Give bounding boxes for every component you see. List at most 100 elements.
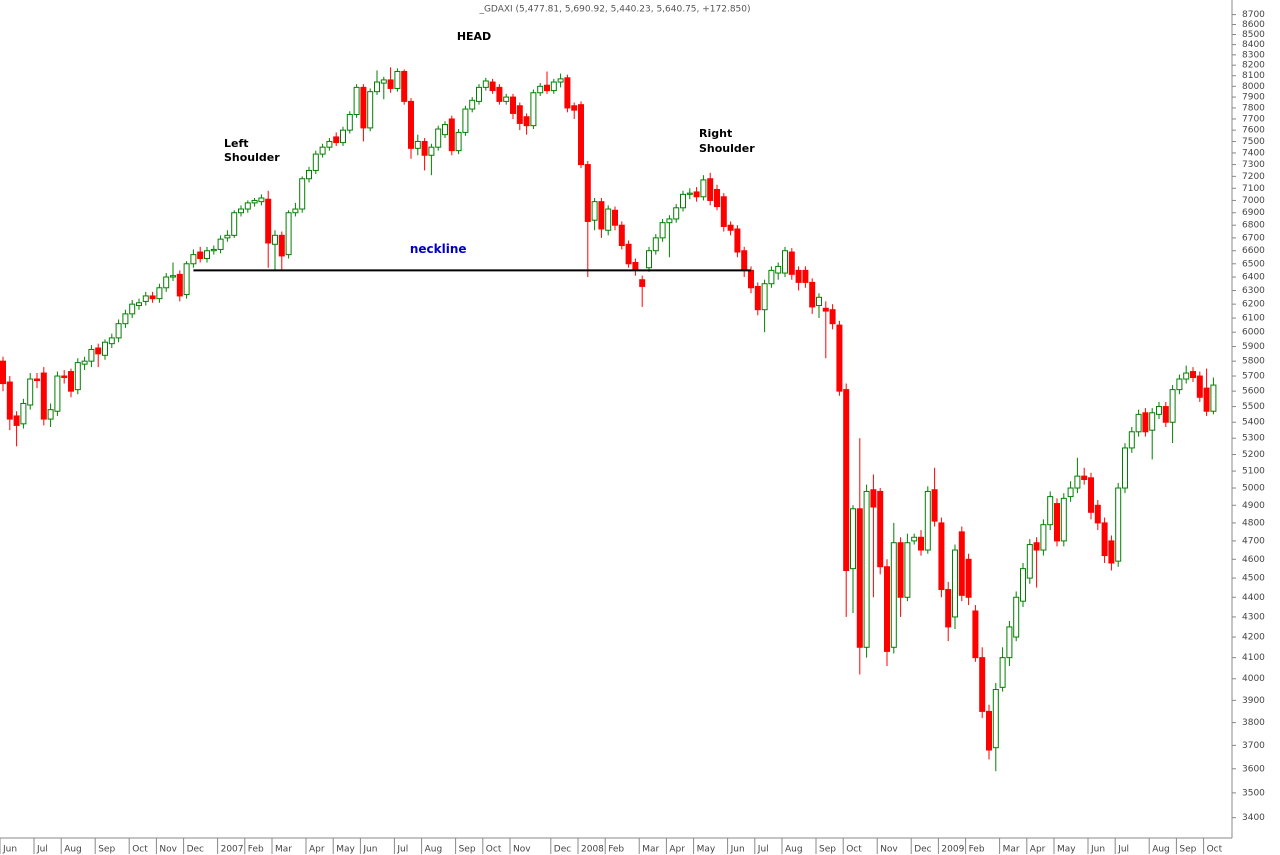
- y-tick-label: 8600: [1242, 20, 1265, 30]
- candle-body: [333, 136, 340, 144]
- candle-body: [6, 381, 13, 420]
- x-tick-label: Dec: [914, 845, 931, 855]
- x-tick-label: Oct: [132, 845, 148, 855]
- candle-body: [115, 323, 122, 339]
- candle-body: [659, 222, 666, 239]
- candle-body: [523, 116, 530, 127]
- candle-body: [1006, 626, 1013, 659]
- candle-body: [95, 347, 102, 355]
- candle-body: [231, 212, 238, 236]
- y-tick-label: 6100: [1242, 314, 1265, 324]
- candle-body: [156, 287, 163, 300]
- candle-body: [326, 140, 333, 148]
- candle-body: [802, 269, 809, 283]
- candle-body: [122, 313, 129, 325]
- x-tick-label: 2007: [221, 845, 244, 855]
- candle-body: [992, 688, 999, 749]
- x-tick-label: 2008: [581, 845, 604, 855]
- candle-body: [394, 70, 401, 89]
- candle-body: [870, 489, 877, 508]
- candle-body: [795, 269, 802, 283]
- candle-body: [544, 84, 550, 92]
- x-tick-label: Sep: [819, 845, 836, 855]
- y-tick-label: 4400: [1242, 593, 1265, 603]
- candle-body: [1101, 522, 1108, 557]
- candle-body: [1203, 387, 1210, 412]
- candle-body: [1026, 544, 1033, 579]
- candle-body: [489, 81, 496, 92]
- candle-body: [387, 79, 394, 89]
- candle-body: [217, 238, 224, 250]
- x-tick-label: Jul: [757, 845, 769, 855]
- y-tick-label: 7400: [1242, 148, 1265, 158]
- candle-body: [897, 542, 904, 598]
- candle-body: [278, 234, 285, 257]
- candle-body: [455, 131, 462, 152]
- candle-body: [707, 178, 714, 201]
- y-tick-label: 5800: [1242, 357, 1265, 367]
- candle-body: [170, 275, 176, 278]
- y-tick-label: 8300: [1242, 50, 1265, 60]
- candle-body: [74, 362, 81, 391]
- candle-body: [822, 307, 829, 312]
- candle-body: [516, 105, 523, 124]
- x-tick-label: Sep: [459, 845, 476, 855]
- candle-body: [210, 248, 217, 252]
- y-tick-label: 5700: [1242, 372, 1265, 382]
- candle-body: [958, 531, 965, 596]
- x-tick-label: Oct: [1207, 845, 1223, 855]
- x-tick-label: Apr: [309, 845, 325, 855]
- candle-body: [938, 522, 945, 591]
- candle-body: [557, 78, 564, 83]
- candle-body: [782, 250, 788, 274]
- candle-body: [680, 193, 686, 209]
- y-tick-label: 8200: [1242, 61, 1265, 71]
- candle-body: [863, 490, 870, 648]
- y-tick-label: 4100: [1242, 653, 1265, 663]
- y-tick-label: 5200: [1242, 450, 1265, 460]
- candle-body: [163, 276, 170, 289]
- y-tick-label: 6000: [1242, 328, 1265, 338]
- candle-body: [761, 283, 768, 311]
- x-tick-label: Nov: [513, 845, 531, 855]
- y-tick-label: 6700: [1242, 233, 1265, 243]
- y-tick-label: 8500: [1242, 30, 1265, 40]
- x-tick-label: Sep: [98, 845, 115, 855]
- y-tick-label: 3500: [1242, 788, 1265, 798]
- candle-body: [183, 263, 190, 296]
- candle-body: [850, 508, 856, 570]
- y-tick-label: 7200: [1242, 172, 1265, 182]
- y-tick-label: 6300: [1242, 286, 1265, 296]
- chart-title: _GDAXI (5,477.81, 5,690.92, 5,440.23, 5,…: [478, 5, 750, 15]
- candle-body: [979, 657, 986, 712]
- candle-body: [836, 324, 843, 392]
- candle-body: [1210, 384, 1217, 412]
- candle-body: [224, 234, 231, 239]
- candle-body: [20, 402, 27, 425]
- y-tick-label: 7500: [1242, 137, 1265, 147]
- y-tick-label: 5900: [1242, 342, 1265, 352]
- candle-body: [890, 542, 897, 648]
- x-tick-label: Oct: [486, 845, 502, 855]
- candle-body: [972, 610, 979, 659]
- annotation: Right: [699, 127, 732, 140]
- candle-body: [40, 372, 47, 420]
- candle-body: [884, 566, 890, 652]
- candle-body: [306, 169, 312, 180]
- candle-body: [238, 208, 244, 214]
- candle-body: [13, 415, 20, 426]
- candle-body: [1067, 487, 1074, 498]
- candle-body: [353, 86, 360, 116]
- candle-body: [61, 375, 68, 379]
- candle-body: [1149, 412, 1156, 431]
- candle-body: [401, 70, 408, 102]
- candle-body: [102, 341, 108, 356]
- candle-body: [265, 198, 272, 244]
- x-tick-label: Apr: [1030, 845, 1046, 855]
- y-tick-label: 6800: [1242, 221, 1265, 231]
- candle-body: [877, 490, 884, 568]
- y-tick-label: 7900: [1242, 93, 1265, 103]
- candle-body: [54, 375, 61, 412]
- candle-body: [1122, 447, 1128, 489]
- x-tick-label: Feb: [608, 845, 624, 855]
